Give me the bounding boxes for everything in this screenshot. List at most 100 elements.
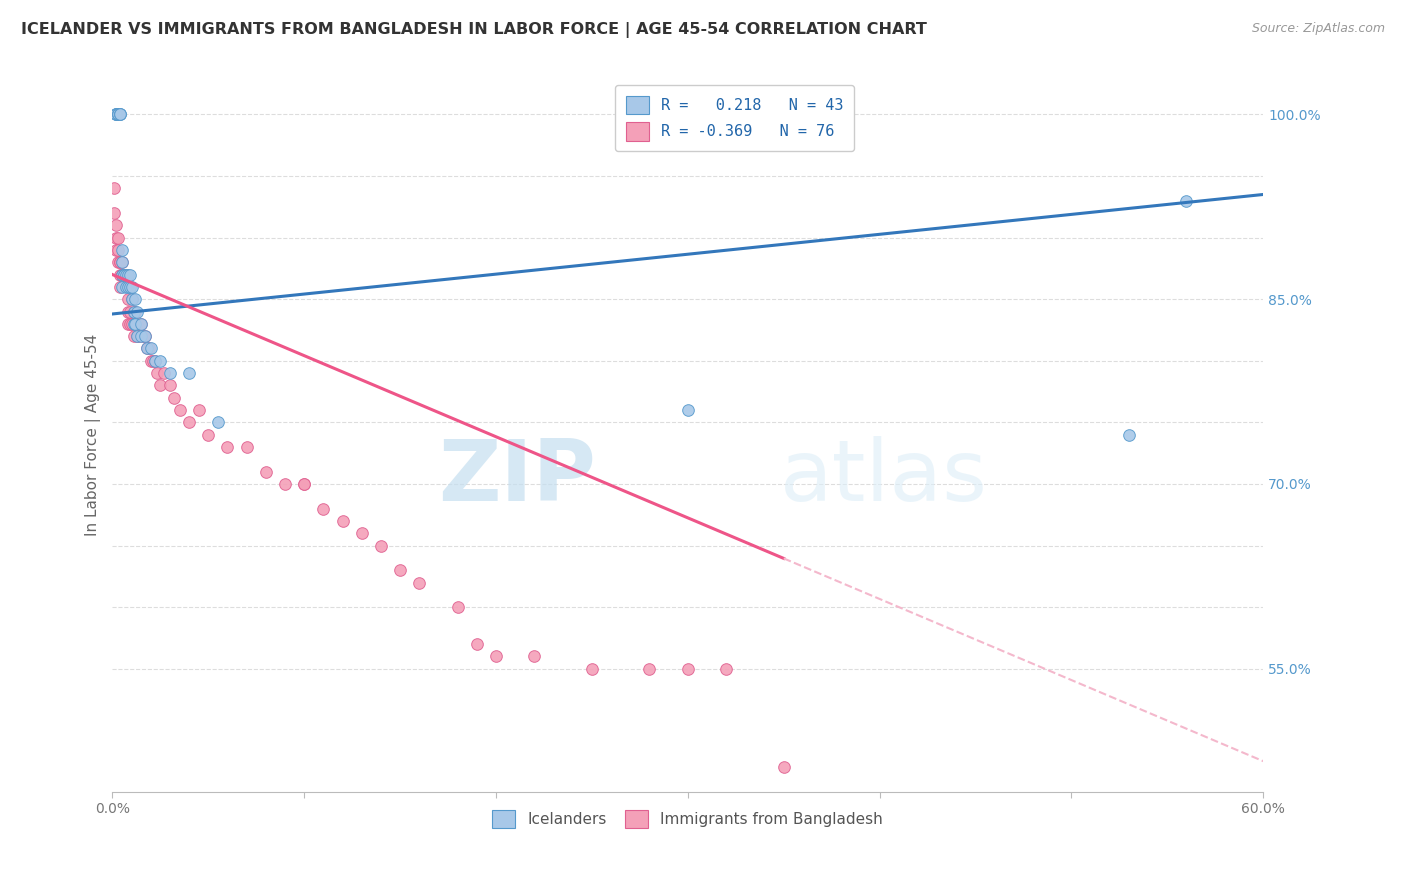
Point xyxy=(350,526,373,541)
Point xyxy=(124,317,146,331)
Point xyxy=(676,403,699,417)
Point xyxy=(292,477,315,491)
Point xyxy=(111,280,134,294)
Point xyxy=(108,268,131,282)
Point xyxy=(118,304,141,318)
Point xyxy=(105,107,128,121)
Point xyxy=(122,329,145,343)
Point xyxy=(138,342,160,356)
Point xyxy=(446,600,468,615)
Point xyxy=(217,440,239,454)
Point xyxy=(107,107,129,121)
Point xyxy=(115,268,138,282)
Text: atlas: atlas xyxy=(780,436,988,519)
Point xyxy=(112,268,135,282)
Point xyxy=(149,353,172,368)
Point xyxy=(235,440,257,454)
Point xyxy=(1118,427,1140,442)
Point xyxy=(714,662,737,676)
Point xyxy=(159,378,181,392)
Point xyxy=(145,366,167,380)
Point xyxy=(465,637,488,651)
Point xyxy=(111,243,134,257)
Point xyxy=(408,575,430,590)
Point xyxy=(112,268,135,282)
Text: ICELANDER VS IMMIGRANTS FROM BANGLADESH IN LABOR FORCE | AGE 45-54 CORRELATION C: ICELANDER VS IMMIGRANTS FROM BANGLADESH … xyxy=(21,22,927,38)
Point xyxy=(159,366,181,380)
Point xyxy=(117,280,139,294)
Point xyxy=(105,107,128,121)
Point xyxy=(187,403,209,417)
Point xyxy=(149,378,172,392)
Point xyxy=(124,317,146,331)
Point xyxy=(143,353,166,368)
Point xyxy=(124,292,146,306)
Point xyxy=(312,501,335,516)
Point xyxy=(128,329,150,343)
Point xyxy=(112,268,135,282)
Point xyxy=(107,230,129,244)
Point xyxy=(124,304,146,318)
Point xyxy=(121,317,143,331)
Point xyxy=(254,465,277,479)
Point xyxy=(117,268,139,282)
Point xyxy=(112,268,135,282)
Point xyxy=(121,292,143,306)
Point xyxy=(370,539,392,553)
Point xyxy=(139,353,162,368)
Text: ZIP: ZIP xyxy=(439,436,596,519)
Point xyxy=(111,268,134,282)
Point xyxy=(179,366,201,380)
Point xyxy=(485,649,508,664)
Point xyxy=(111,268,134,282)
Point xyxy=(274,477,297,491)
Point xyxy=(136,342,159,356)
Point xyxy=(676,662,699,676)
Point xyxy=(111,255,134,269)
Point xyxy=(118,317,141,331)
Point xyxy=(117,292,139,306)
Point xyxy=(179,416,201,430)
Point xyxy=(108,255,131,269)
Point xyxy=(132,329,155,343)
Point xyxy=(127,329,149,343)
Point xyxy=(163,391,186,405)
Point xyxy=(105,219,128,233)
Point xyxy=(129,317,152,331)
Point xyxy=(143,353,166,368)
Point xyxy=(117,304,139,318)
Point xyxy=(581,662,603,676)
Point xyxy=(197,427,219,442)
Point xyxy=(129,329,152,343)
Point xyxy=(129,317,152,331)
Y-axis label: In Labor Force | Age 45-54: In Labor Force | Age 45-54 xyxy=(86,334,101,536)
Point xyxy=(139,342,162,356)
Point xyxy=(136,342,159,356)
Point xyxy=(115,268,138,282)
Legend: Icelanders, Immigrants from Bangladesh: Icelanders, Immigrants from Bangladesh xyxy=(486,804,889,834)
Point xyxy=(111,268,134,282)
Point xyxy=(169,403,191,417)
Point xyxy=(107,107,129,121)
Text: Source: ZipAtlas.com: Source: ZipAtlas.com xyxy=(1251,22,1385,36)
Point xyxy=(108,280,131,294)
Point xyxy=(122,317,145,331)
Point xyxy=(142,353,165,368)
Point xyxy=(121,292,143,306)
Point xyxy=(127,329,149,343)
Point xyxy=(153,366,176,380)
Point xyxy=(118,280,141,294)
Point xyxy=(292,477,315,491)
Point xyxy=(118,268,141,282)
Point xyxy=(127,304,149,318)
Point xyxy=(111,255,134,269)
Point xyxy=(207,416,229,430)
Point xyxy=(523,649,546,664)
Point xyxy=(108,255,131,269)
Point xyxy=(389,563,412,577)
Point xyxy=(103,181,125,195)
Point xyxy=(105,243,128,257)
Point xyxy=(115,268,138,282)
Point xyxy=(1175,194,1198,208)
Point xyxy=(121,280,143,294)
